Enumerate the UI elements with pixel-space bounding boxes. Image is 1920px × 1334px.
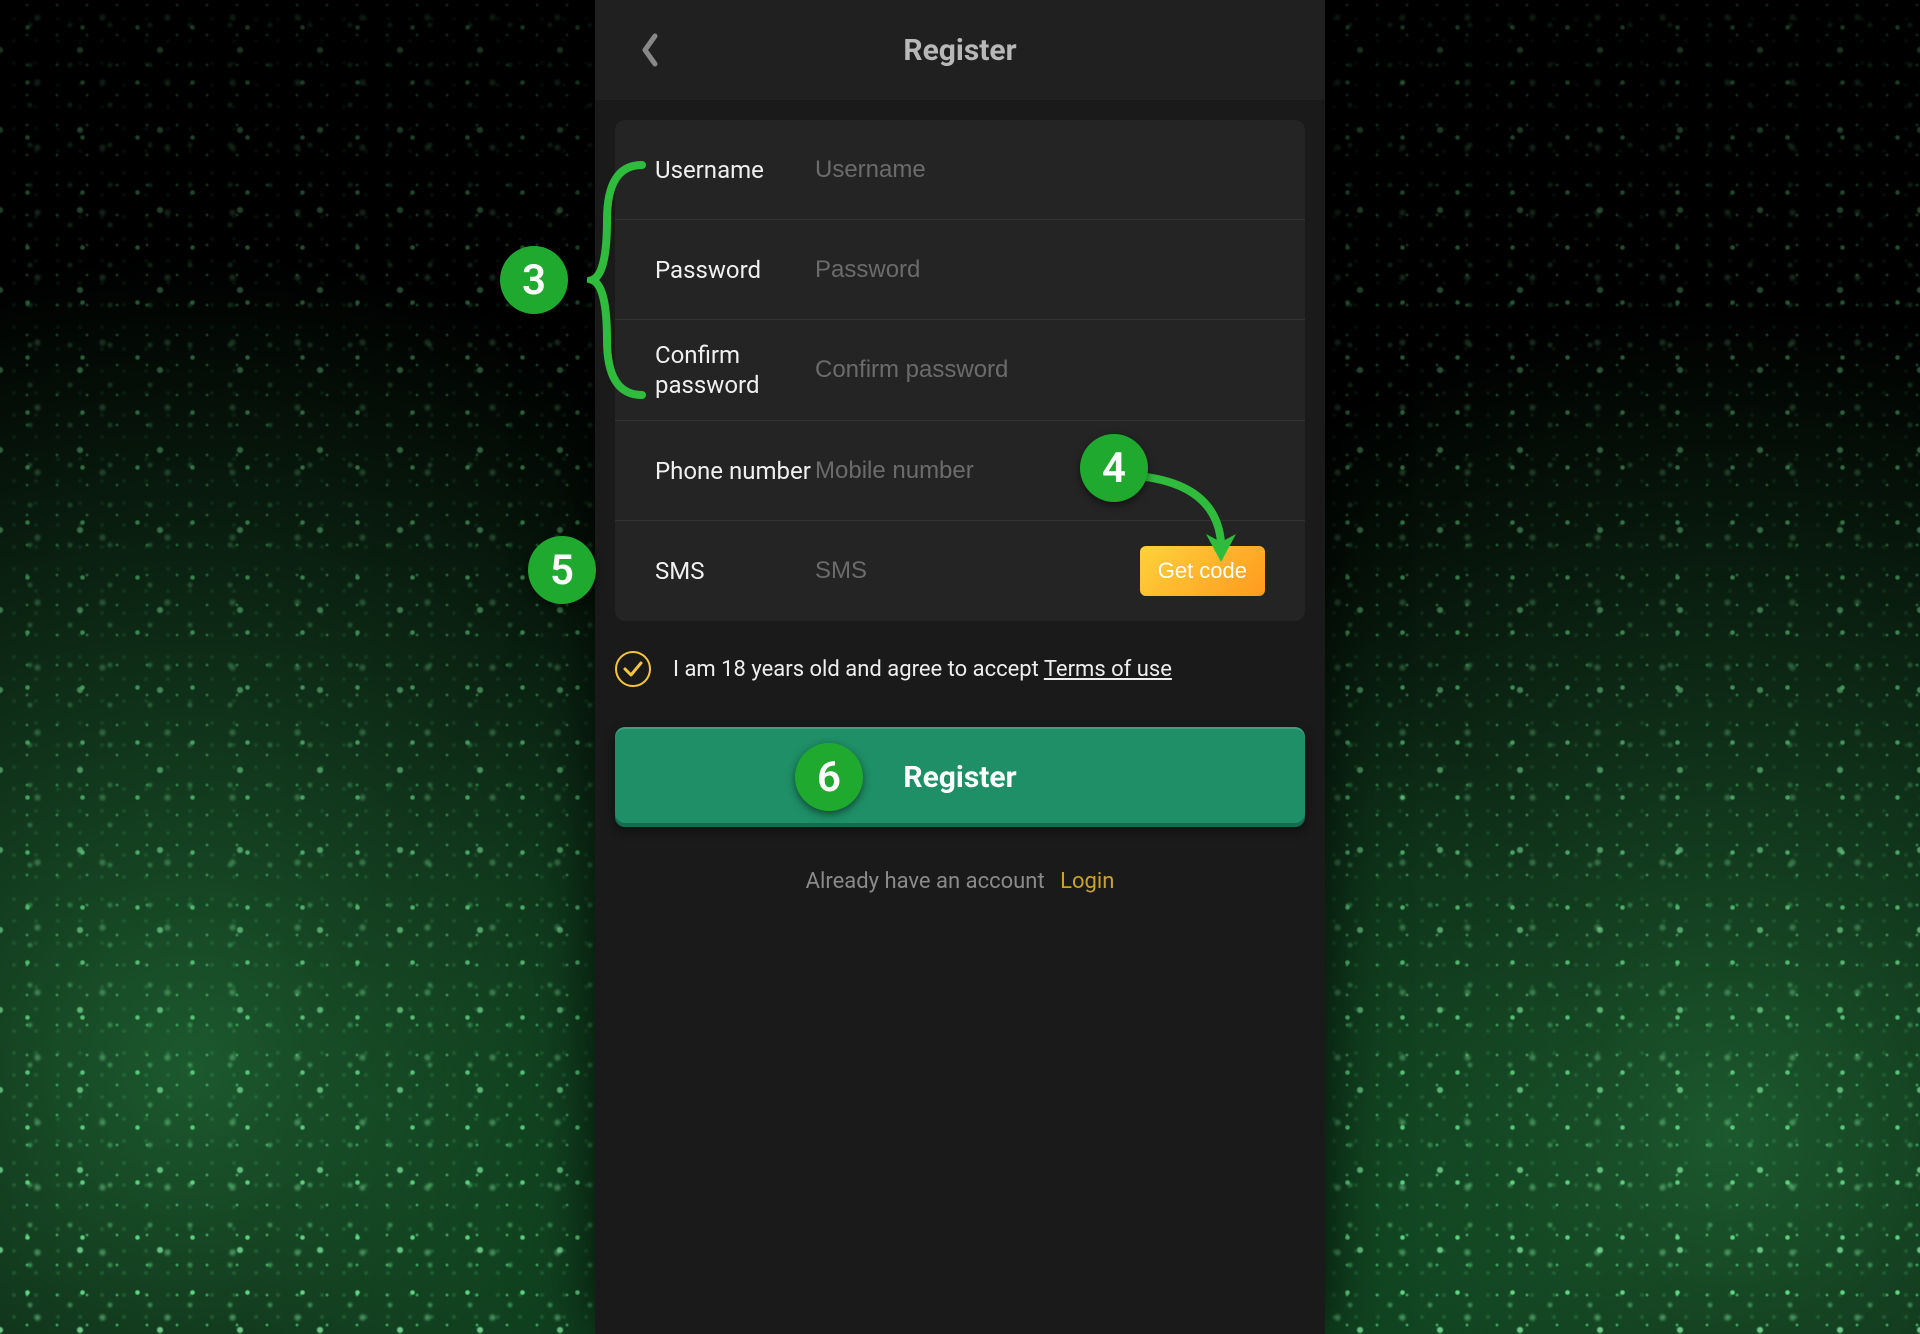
phone-input[interactable]: [815, 457, 1265, 485]
terms-link[interactable]: Terms of use: [1044, 657, 1172, 682]
confirm-label: Confirm password: [655, 340, 815, 400]
annotation-3-badge: 3: [500, 246, 568, 314]
confirm-password-input[interactable]: [815, 356, 1265, 384]
page-title: Register: [665, 33, 1255, 68]
row-password: Password: [615, 220, 1305, 320]
terms-text: I am 18 years old and agree to accept: [673, 657, 1044, 682]
row-phone: Phone number: [615, 421, 1305, 521]
register-panel: Register Username Password Confirm passw…: [595, 0, 1325, 1334]
username-input[interactable]: [815, 156, 1265, 184]
annotation-5-badge: 5: [528, 536, 596, 604]
login-line: Already have an account Login: [595, 827, 1325, 934]
row-sms: SMS Get code: [615, 521, 1305, 621]
annotation-6-badge: 6: [795, 743, 863, 811]
terms-row: I am 18 years old and agree to accept Te…: [595, 621, 1325, 707]
already-text: Already have an account: [806, 869, 1045, 894]
annotation-4-badge: 4: [1080, 434, 1148, 502]
row-username: Username: [615, 120, 1305, 220]
register-button-label: Register: [903, 760, 1016, 795]
phone-label: Phone number: [655, 456, 815, 486]
password-input[interactable]: [815, 256, 1265, 284]
terms-checkbox[interactable]: [615, 651, 651, 687]
check-icon: [623, 661, 643, 677]
get-code-button[interactable]: Get code: [1140, 546, 1265, 596]
register-button[interactable]: 6 Register: [615, 727, 1305, 827]
password-label: Password: [655, 255, 815, 285]
terms-text-wrap: I am 18 years old and agree to accept Te…: [673, 657, 1172, 682]
back-button[interactable]: [635, 35, 665, 65]
sms-label: SMS: [655, 556, 815, 586]
row-confirm: Confirm password: [615, 320, 1305, 421]
sms-input[interactable]: [815, 557, 1140, 585]
form-card: Username Password Confirm password Phone…: [615, 120, 1305, 621]
header: Register: [595, 0, 1325, 100]
chevron-left-icon: [640, 33, 660, 67]
username-label: Username: [655, 155, 815, 185]
login-link[interactable]: Login: [1060, 869, 1114, 894]
